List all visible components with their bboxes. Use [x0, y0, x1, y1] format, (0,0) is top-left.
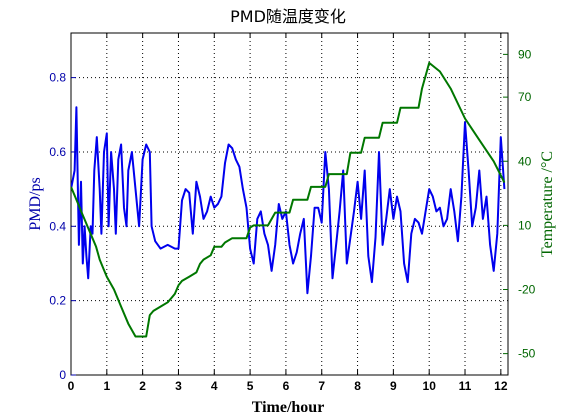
x-tick-label: 6 [283, 379, 290, 393]
x-tick-label: 1 [103, 379, 110, 393]
plot-area-frame [70, 32, 509, 376]
x-axis-title: Time/hour [252, 399, 325, 416]
x-tick-label: 10 [423, 379, 437, 393]
x-tick-label: 9 [390, 379, 397, 393]
x-axis-ticks: 0 1 2 3 4 5 6 7 8 9 10 11 12 [68, 33, 508, 393]
x-tick-label: 4 [211, 379, 218, 393]
left-tick-label: 0.4 [49, 219, 66, 233]
right-tick-label: 10 [518, 218, 532, 232]
left-tick-label: 0.6 [49, 145, 66, 159]
x-tick-label: 12 [494, 379, 508, 393]
chart-grid [71, 33, 508, 375]
right-tick-label: -20 [518, 283, 536, 297]
right-tick-label: 90 [518, 47, 532, 61]
series-layer [71, 61, 506, 338]
left-tick-label: 0.8 [49, 71, 66, 85]
x-tick-label: 3 [175, 379, 182, 393]
temperature-series-line [71, 61, 506, 338]
right-axis-title: Temperature /°C [539, 151, 556, 257]
right-axis-ticks: -50 -20 10 40 70 90 [503, 47, 536, 361]
right-tick-label: 40 [518, 154, 532, 168]
right-tick-label: 70 [518, 90, 532, 104]
left-axis-title: PMD/ps [27, 177, 44, 230]
left-tick-label: 0.2 [49, 294, 66, 308]
x-tick-label: 8 [354, 379, 361, 393]
right-tick-label: -50 [518, 347, 536, 361]
x-tick-label: 5 [247, 379, 254, 393]
chart-title: PMD随温度变化 [230, 7, 346, 26]
pmd-series-line [71, 106, 506, 295]
x-tick-label: 0 [68, 379, 75, 393]
x-tick-label: 11 [459, 379, 472, 393]
x-tick-label: 2 [139, 379, 146, 393]
x-tick-label: 7 [318, 379, 325, 393]
left-axis-ticks: 0 0.2 0.4 0.6 0.8 [49, 71, 76, 382]
left-tick-label: 0 [59, 368, 66, 382]
